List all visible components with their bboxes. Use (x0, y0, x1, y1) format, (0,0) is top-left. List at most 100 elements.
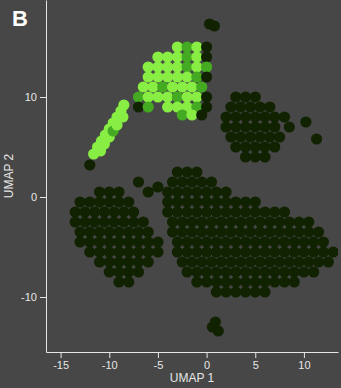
point (133, 246, 144, 257)
point (84, 159, 95, 170)
point (240, 246, 251, 257)
point (279, 276, 290, 287)
point (264, 216, 275, 227)
point (162, 196, 173, 207)
point (152, 71, 163, 82)
point (147, 81, 158, 92)
point (235, 256, 246, 267)
y-tick-mark (40, 97, 46, 98)
point (123, 266, 134, 277)
point (152, 246, 163, 257)
point (133, 236, 144, 247)
point (191, 41, 202, 52)
point (235, 131, 246, 142)
point (245, 131, 256, 142)
point (172, 61, 183, 72)
point (308, 246, 319, 257)
point (182, 206, 193, 217)
point (191, 276, 202, 287)
point (235, 101, 246, 112)
point (308, 266, 319, 277)
point (303, 216, 314, 227)
point (220, 186, 231, 197)
point (152, 51, 163, 62)
point (284, 256, 295, 267)
point (230, 111, 241, 122)
point (220, 236, 231, 247)
point (240, 276, 251, 287)
x-tick-mark (158, 352, 159, 358)
point (162, 101, 173, 112)
point (201, 51, 212, 62)
point (240, 91, 251, 102)
point (118, 216, 129, 227)
point (113, 266, 124, 277)
point (167, 81, 178, 92)
point (255, 216, 266, 227)
x-tick: 0 (204, 352, 210, 371)
point (196, 176, 207, 187)
point (255, 101, 266, 112)
point (191, 266, 202, 277)
point (250, 121, 261, 132)
point (89, 216, 100, 227)
point (201, 41, 212, 52)
point (186, 81, 197, 92)
point (152, 61, 163, 72)
point (300, 116, 311, 127)
point (172, 206, 183, 217)
x-axis-line (47, 352, 339, 353)
point (308, 236, 319, 247)
point (259, 236, 270, 247)
point (143, 101, 154, 112)
point (79, 206, 90, 217)
x-tick-mark (207, 352, 208, 358)
point (225, 101, 236, 112)
point (279, 206, 290, 217)
point (186, 109, 197, 120)
point (250, 206, 261, 217)
point (289, 276, 300, 287)
point (152, 91, 163, 102)
x-tick-label: -15 (53, 359, 69, 371)
point (162, 71, 173, 82)
point (138, 216, 149, 227)
point (269, 206, 280, 217)
point (172, 186, 183, 197)
y-tick-label: 0 (31, 191, 37, 203)
point (191, 246, 202, 257)
point (269, 266, 280, 277)
point (279, 266, 290, 277)
point (172, 196, 183, 207)
point (143, 246, 154, 257)
point (230, 91, 241, 102)
point (245, 216, 256, 227)
point (230, 141, 241, 152)
point (138, 81, 149, 92)
point (94, 246, 105, 257)
point (196, 216, 207, 227)
point (311, 133, 322, 144)
point (162, 186, 173, 197)
x-tick-label: 5 (253, 359, 259, 371)
point (74, 236, 85, 247)
point (250, 236, 261, 247)
y-tick-mark (40, 197, 46, 198)
point (133, 266, 144, 277)
point (206, 176, 217, 187)
point (182, 166, 193, 177)
panel-label: B (12, 6, 28, 31)
point (298, 236, 309, 247)
point (182, 266, 193, 277)
point (182, 61, 193, 72)
y-tick: 0 (31, 191, 46, 203)
point (230, 121, 241, 132)
point (313, 256, 324, 267)
point (250, 141, 261, 152)
point (293, 226, 304, 237)
point (264, 101, 275, 112)
point (99, 216, 110, 227)
point (74, 196, 85, 207)
y-axis-title: UMAP 2 (2, 153, 16, 198)
point (182, 196, 193, 207)
